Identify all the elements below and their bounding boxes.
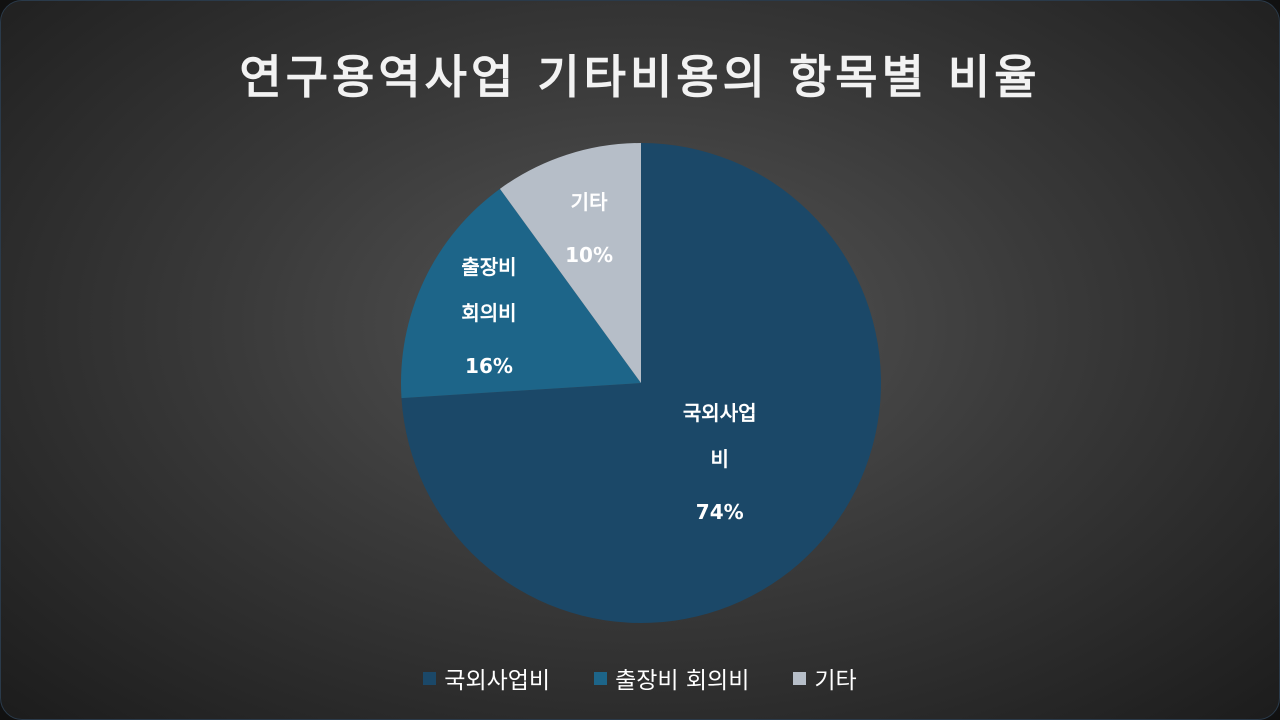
slice-category: 기타 — [570, 190, 608, 215]
legend-swatch — [423, 671, 437, 685]
slice-value: 16% — [465, 354, 513, 379]
slice-label: 국외사업비 74% — [680, 390, 760, 524]
pie-slice — [401, 143, 881, 624]
slice-label: 기타 10% — [565, 179, 613, 267]
legend-label: 국외사업비 — [444, 668, 551, 694]
legend: 국외사업비 출장비 회의비 기타 — [1, 661, 1279, 695]
pie-slice — [401, 188, 641, 399]
slice-category: 출장비 회의비 — [461, 255, 517, 326]
legend-label: 기타 — [814, 668, 857, 694]
legend-swatch — [594, 671, 608, 685]
legend-label: 출장비 회의비 — [615, 668, 750, 694]
slice-value: 74% — [695, 499, 744, 524]
slice-category: 국외사업비 — [682, 400, 757, 471]
legend-item: 국외사업비 — [423, 661, 550, 695]
chart-title: 연구용역사업 기타비용의 항목별 비율 — [239, 50, 1041, 104]
legend-item: 기타 — [793, 661, 857, 695]
pie-slice — [499, 143, 641, 383]
slice-label: 출장비 회의비 16% — [449, 244, 529, 378]
legend-swatch — [793, 671, 807, 685]
legend-item: 출장비 회의비 — [594, 661, 749, 695]
slice-value: 10% — [565, 243, 614, 268]
